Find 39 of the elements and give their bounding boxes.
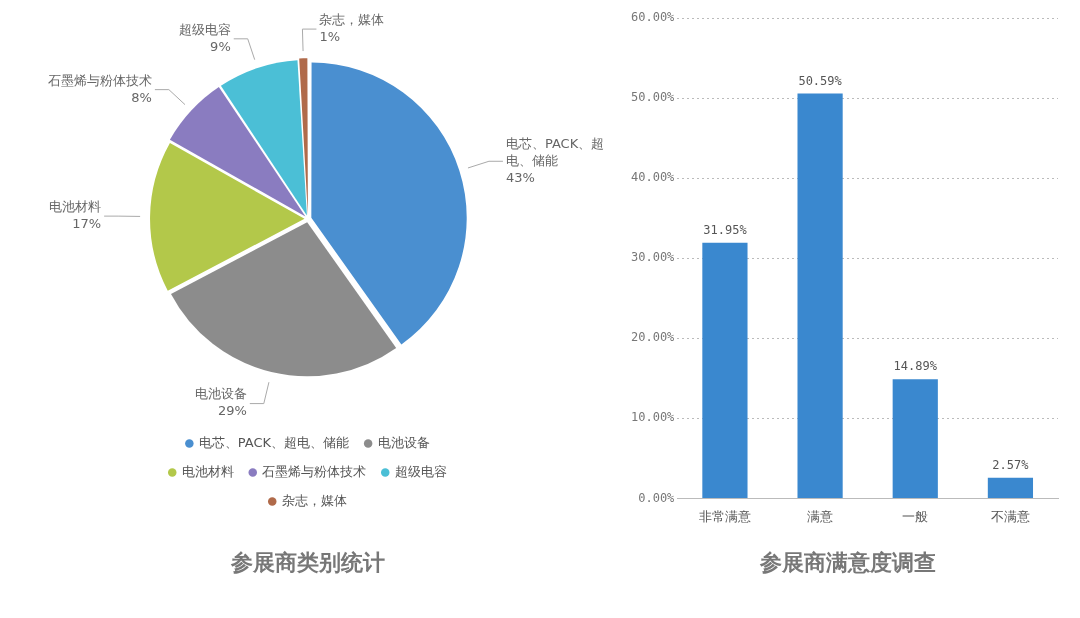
data-label: 9%	[210, 38, 231, 54]
bar	[987, 477, 1034, 498]
legend-label: 石墨烯与粉体技术	[262, 463, 367, 479]
text: 参展商类别统计	[231, 549, 385, 577]
y-tick-label: 30.00%	[630, 250, 676, 265]
legend-label: 电芯、PACK、超电、储能	[198, 434, 350, 450]
legend-label: 杂志，媒体	[281, 492, 347, 508]
y-tick-label: 0.00%	[638, 490, 676, 505]
y-tick-label: 20.00%	[630, 330, 676, 345]
data-label: 43%	[505, 169, 535, 185]
text: 参展商满意度调查	[760, 549, 936, 577]
slice-label: 超级电容	[178, 21, 231, 37]
legend-label: 超级电容	[394, 463, 447, 479]
x-tick-label: 不满意	[990, 508, 1030, 524]
data-label: 14.89%	[893, 359, 938, 374]
data-label: 29%	[217, 403, 247, 419]
legend-label: 电池材料	[181, 463, 234, 479]
y-tick-label: 60.00%	[630, 10, 676, 25]
y-tick-label: 10.00%	[630, 410, 676, 425]
bar	[797, 93, 843, 498]
slice-label: 电芯、PACK、超电、储能	[505, 135, 605, 168]
x-tick-label: 满意	[807, 508, 834, 524]
bar	[702, 242, 748, 498]
y-tick-label: 40.00%	[630, 170, 676, 185]
y-tick-label: 50.00%	[630, 90, 676, 105]
x-tick-label: 一般	[902, 508, 929, 524]
slice-label: 电池设备	[194, 386, 247, 402]
slice-label: 电池材料	[49, 198, 102, 214]
slice-label: 石墨烯与粉体技术	[47, 72, 152, 88]
data-label: 1%	[319, 28, 341, 44]
slice-label: 杂志，媒体	[319, 11, 385, 27]
data-label: 50.59%	[798, 73, 843, 88]
bar	[892, 379, 938, 498]
data-label: 8%	[131, 89, 152, 105]
x-tick-label: 非常满意	[698, 508, 751, 524]
data-label: 2.57%	[992, 457, 1030, 472]
data-label: 31.95%	[703, 222, 748, 237]
data-label: 17%	[72, 215, 102, 231]
legend-label: 电池设备	[377, 434, 430, 450]
